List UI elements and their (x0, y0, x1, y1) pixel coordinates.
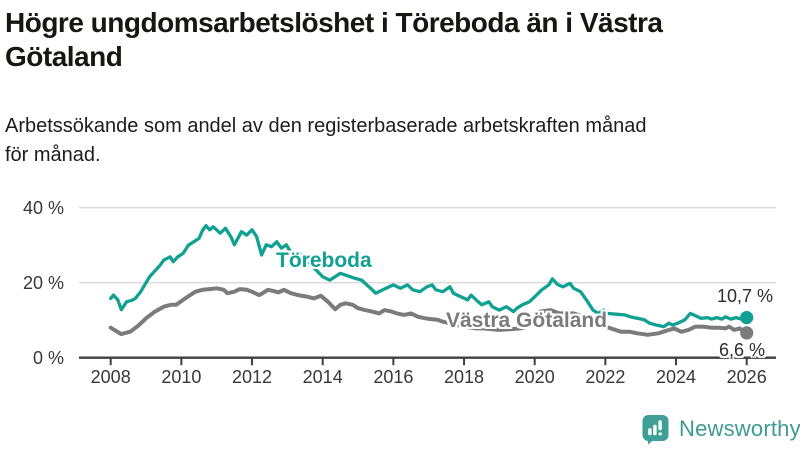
series-end-dot-0 (740, 311, 754, 325)
page-title-line-1: Högre ungdomsarbetslöshet i Töreboda än … (5, 7, 663, 38)
x-axis-tick-label: 2014 (302, 367, 343, 387)
chart-subtitle-line-1: Arbetssökande som andel av den registerb… (5, 115, 647, 137)
end-value-label-vastra-gotaland: 6,6 % (718, 340, 765, 360)
y-axis-tick-label: 20 % (22, 272, 64, 293)
series-end-dot-1 (740, 326, 754, 340)
x-axis-tick-label: 2022 (585, 367, 626, 387)
y-axis-tick-label: 0 % (32, 347, 64, 368)
newsworthy-logo[interactable]: Newsworthy (641, 413, 800, 445)
chart-subtitle: Arbetssökande som andel av den registerb… (5, 112, 797, 170)
newsworthy-wordmark: Newsworthy (679, 416, 800, 441)
x-axis-tick-label: 2016 (373, 367, 414, 387)
x-axis-tick-label: 2008 (90, 367, 131, 387)
series-label-toreboda: Töreboda (276, 249, 372, 272)
bar-chart-speech-bubble-icon (642, 414, 669, 444)
x-axis-tick-label: 2024 (655, 367, 697, 387)
x-axis-tick-label: 2020 (514, 367, 555, 387)
page-title-line-2: Götaland (5, 41, 123, 72)
series-label-vastra-gotaland: Västra Götaland (446, 309, 608, 332)
x-axis-tick-label: 2010 (161, 367, 202, 387)
x-axis-tick-label: 2018 (443, 367, 485, 387)
x-axis-tick-label: 2026 (726, 367, 767, 387)
chart-subtitle-line-2: för månad. (5, 144, 101, 166)
page-title: Högre ungdomsarbetslöshet i Töreboda än … (5, 6, 797, 74)
series-line-1 (108, 286, 749, 337)
y-axis-tick-label: 40 % (22, 197, 64, 218)
series-line-0 (109, 224, 749, 329)
x-axis-tick-label: 2012 (232, 367, 273, 387)
end-value-label-toreboda: 10,7 % (716, 286, 773, 306)
